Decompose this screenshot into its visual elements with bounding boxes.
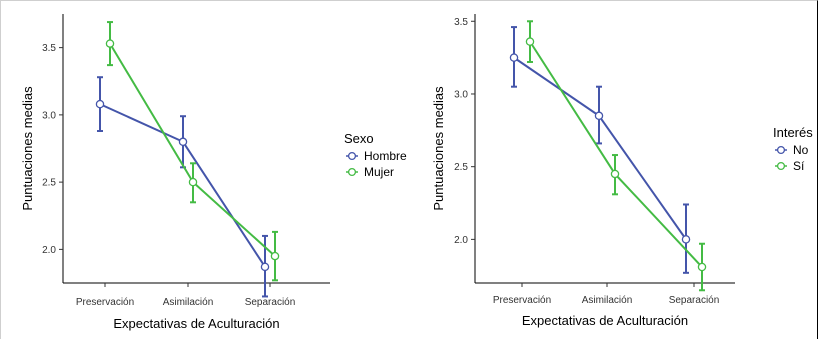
legend-title: Sexo <box>344 131 374 146</box>
data-point <box>525 37 535 46</box>
data-point <box>95 99 105 109</box>
data-point <box>681 235 691 244</box>
data-point <box>594 111 604 121</box>
y-tick-label: 2.0 <box>42 245 56 256</box>
legend-key-marker <box>347 167 357 177</box>
y-axis-title: Puntuaciones medias <box>431 86 446 211</box>
y-tick-label: 2.5 <box>454 162 468 173</box>
legend-key-marker <box>776 145 786 155</box>
y-tick-label: 2.5 <box>42 178 56 189</box>
data-point <box>178 137 188 147</box>
y-tick-label: 2.0 <box>454 235 468 246</box>
legend-key-marker <box>347 151 357 161</box>
data-point <box>188 177 198 187</box>
x-tick-label: Asimilación <box>582 295 633 306</box>
data-point <box>260 262 270 272</box>
y-tick-label: 3.5 <box>42 43 56 54</box>
x-tick-label: Preservación <box>76 297 134 308</box>
y-tick-label: 3.0 <box>42 110 56 121</box>
y-axis-title: Puntuaciones medias <box>20 86 35 211</box>
data-point <box>270 251 280 261</box>
legend-label: Mujer <box>364 165 394 179</box>
data-point <box>610 169 620 179</box>
data-point <box>105 39 115 48</box>
x-tick-label: Separación <box>245 297 296 308</box>
series-line <box>109 43 276 257</box>
legend-title: Interés <box>773 125 813 140</box>
legend-label: Sí <box>793 159 805 173</box>
x-tick-label: Asimilación <box>163 297 214 308</box>
x-tick-label: Separación <box>669 295 720 306</box>
data-point <box>697 262 707 272</box>
legend-label: No <box>793 143 809 157</box>
x-axis-title: Expectativas de Aculturación <box>113 316 279 331</box>
series-line <box>513 56 687 240</box>
y-tick-label: 3.5 <box>454 17 468 28</box>
x-tick-label: Preservación <box>493 295 551 306</box>
x-axis-title: Expectativas de Aculturación <box>522 313 688 328</box>
legend-label: Hombre <box>364 149 407 163</box>
y-tick-label: 3.0 <box>454 89 468 100</box>
data-point <box>509 53 519 62</box>
legend-key-marker <box>776 161 786 171</box>
